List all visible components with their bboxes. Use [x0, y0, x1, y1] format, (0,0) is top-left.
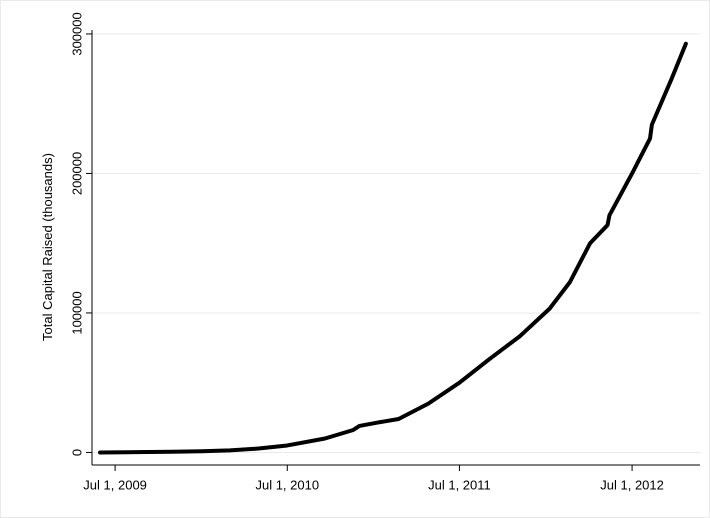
- y-axis-label: Total Capital Raised (thousands): [40, 153, 55, 341]
- y-tick-label: 200000: [69, 152, 84, 195]
- y-tick-label: 100000: [69, 291, 84, 334]
- y-tick-label: 300000: [69, 12, 84, 55]
- data-line: [98, 41, 688, 455]
- x-tick-label: Jul 1, 2010: [255, 477, 319, 492]
- x-tick-label: Jul 1, 2012: [600, 477, 664, 492]
- x-tick-label: Jul 1, 2011: [428, 477, 491, 492]
- y-tick-label: 0: [69, 449, 84, 456]
- x-tick-label: Jul 1, 2009: [83, 477, 147, 492]
